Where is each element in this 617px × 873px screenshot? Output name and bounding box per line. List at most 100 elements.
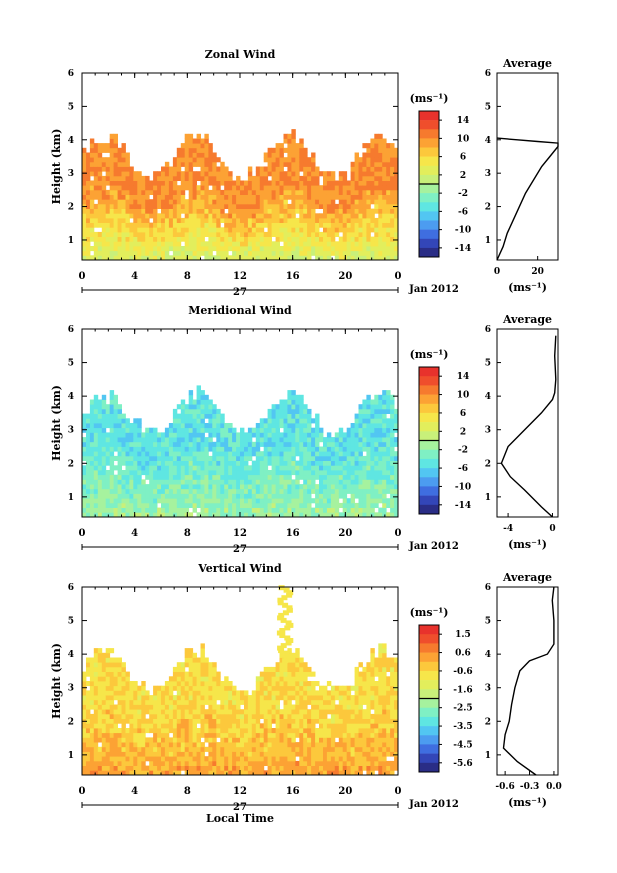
heatmap-cell: [161, 208, 166, 214]
heatmap-cell: [101, 250, 107, 256]
heatmap-cell: [323, 502, 328, 508]
heatmap-cell: [141, 681, 146, 687]
heatmap-cell: [275, 404, 280, 410]
heatmap-cell: [164, 185, 170, 191]
heatmap-cell: [208, 222, 213, 228]
heatmap-cell: [299, 166, 304, 172]
heatmap-cell: [117, 751, 122, 757]
heatmap-cell: [137, 770, 142, 776]
heatmap-cell: [307, 189, 312, 195]
heatmap-cell: [291, 199, 296, 205]
heatmap-cell: [200, 676, 205, 682]
heatmap-cell: [279, 418, 284, 424]
heatmap-cell: [330, 189, 336, 195]
heatmap-cell: [251, 709, 257, 715]
heatmap-cell: [291, 451, 296, 457]
heatmap-cell: [101, 704, 107, 710]
heatmap-cell: [311, 161, 316, 167]
heatmap-cell: [212, 446, 217, 452]
heatmap-cell: [129, 171, 134, 177]
heatmap-cell: [89, 728, 95, 734]
heatmap-cell: [358, 250, 363, 256]
heatmap-cell: [358, 404, 363, 410]
heatmap-cell: [232, 180, 237, 186]
heatmap-cell: [137, 493, 142, 499]
heatmap-cell: [283, 437, 288, 443]
heatmap-cell: [275, 236, 280, 242]
heatmap-cell: [319, 194, 324, 200]
heatmap-cell: [188, 690, 194, 696]
x-tick-label: 16: [286, 271, 300, 282]
heatmap-cell: [251, 723, 257, 729]
heatmap-cell: [386, 175, 391, 181]
heatmap-cell: [105, 746, 111, 752]
heatmap-cell: [346, 432, 352, 438]
heatmap-cell: [247, 427, 253, 433]
heatmap-cell: [334, 185, 340, 191]
heatmap-cell: [216, 423, 221, 429]
heatmap-cell: [137, 690, 142, 696]
heatmap-cell: [82, 470, 87, 476]
heatmap-cell: [255, 479, 261, 485]
heatmap-cell: [153, 512, 158, 518]
heatmap-cell: [176, 246, 182, 252]
heatmap-cell: [109, 502, 115, 508]
heatmap-cell: [188, 166, 194, 172]
heatmap-cell: [366, 189, 371, 195]
heatmap-cell: [129, 488, 134, 494]
heatmap-cell: [394, 470, 399, 476]
colorbar-band: [419, 111, 439, 121]
heatmap-cell: [220, 718, 225, 724]
heatmap-cell: [188, 161, 194, 167]
heatmap-cell: [184, 737, 190, 743]
heatmap-cell: [176, 171, 182, 177]
heatmap-cell: [200, 246, 205, 252]
heatmap-cell: [342, 470, 348, 476]
heatmap-cell: [200, 423, 205, 429]
heatmap-cell: [180, 161, 186, 167]
heatmap-cell: [129, 432, 134, 438]
heatmap-cell: [164, 451, 170, 457]
heatmap-cell: [244, 737, 249, 743]
heatmap-cell: [153, 484, 158, 490]
heatmap-cell: [295, 152, 300, 158]
heatmap-cell: [338, 185, 344, 191]
heatmap-cell: [196, 199, 201, 205]
heatmap-cell: [157, 171, 162, 177]
heatmap-cell: [236, 484, 241, 490]
heatmap-cell: [378, 455, 383, 461]
heatmap-cell: [334, 189, 340, 195]
heatmap-cell: [117, 241, 122, 247]
heatmap-cell: [101, 203, 107, 209]
heatmap-cell: [172, 217, 178, 223]
heatmap-cell: [89, 413, 95, 419]
heatmap-cell: [267, 446, 272, 452]
heatmap-cell: [232, 250, 237, 256]
heatmap-cell: [86, 455, 91, 461]
heatmap-cell: [259, 502, 265, 508]
heatmap-cell: [208, 756, 213, 762]
heatmap-cell: [334, 250, 340, 256]
heatmap-cell: [164, 737, 170, 743]
heatmap-cell: [307, 427, 312, 433]
heatmap-cell: [97, 399, 103, 405]
heatmap-cell: [370, 488, 375, 494]
heatmap-cell: [220, 217, 225, 223]
heatmap-cell: [370, 161, 375, 167]
heatmap-cell: [362, 231, 367, 237]
heatmap-cell: [307, 203, 312, 209]
heatmap-cell: [224, 465, 229, 471]
heatmap-cell: [279, 404, 284, 410]
heatmap-cell: [145, 690, 150, 696]
heatmap-cell: [362, 507, 367, 513]
heatmap-cell: [176, 704, 182, 710]
heatmap-cell: [188, 246, 194, 252]
heatmap-cell: [121, 502, 126, 508]
heatmap-cell: [275, 488, 280, 494]
heatmap-cell: [125, 765, 130, 771]
heatmap-cell: [295, 236, 300, 242]
heatmap-cell: [82, 704, 87, 710]
heatmap-cell: [188, 171, 194, 177]
heatmap-cell: [263, 484, 269, 490]
heatmap-cell: [232, 488, 237, 494]
